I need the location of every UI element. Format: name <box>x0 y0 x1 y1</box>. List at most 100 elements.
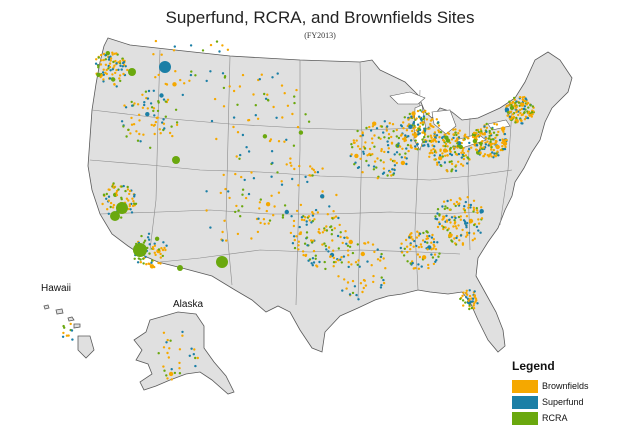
site-marker-rcra <box>237 209 240 212</box>
site-marker-superfund <box>505 107 508 111</box>
site-marker-brownfields <box>473 294 476 297</box>
site-marker-brownfields <box>205 209 208 212</box>
site-marker-superfund <box>479 231 482 234</box>
site-marker-superfund <box>162 118 165 121</box>
site-marker-brownfields <box>295 235 298 238</box>
site-marker-brownfields <box>102 78 105 81</box>
site-marker-brownfields <box>236 131 240 134</box>
site-marker-superfund <box>318 260 321 264</box>
site-marker-brownfields <box>465 291 468 295</box>
site-marker-rcra <box>517 101 521 105</box>
site-marker-superfund <box>375 127 379 130</box>
site-marker-brownfields <box>490 148 493 151</box>
site-marker-brownfields <box>465 215 469 218</box>
site-marker-brownfields <box>473 302 476 305</box>
site-marker-superfund <box>192 353 195 356</box>
legend-label-superfund: Superfund <box>542 397 584 407</box>
site-marker-brownfields <box>174 70 177 73</box>
site-marker-rcra <box>107 67 110 70</box>
site-marker-superfund <box>102 80 105 83</box>
site-marker-rcra <box>119 79 122 83</box>
site-marker-superfund <box>129 208 132 211</box>
site-marker-superfund <box>337 216 340 220</box>
site-marker-brownfields <box>157 73 160 77</box>
site-marker-rcra <box>467 157 470 160</box>
site-marker-rcra <box>254 104 257 107</box>
site-marker-rcra <box>241 193 244 196</box>
site-marker-brownfields <box>477 218 480 221</box>
site-marker-brownfields <box>395 161 398 165</box>
site-marker-brownfields <box>461 164 465 167</box>
site-marker-brownfields <box>260 73 263 76</box>
site-marker-rcra <box>177 265 183 271</box>
site-marker-brownfields <box>108 65 112 69</box>
site-marker-brownfields <box>452 225 455 228</box>
site-marker-brownfields <box>128 204 131 208</box>
site-marker-superfund <box>218 50 221 53</box>
site-marker-brownfields <box>414 131 417 135</box>
site-marker-brownfields <box>162 365 165 368</box>
site-marker-brownfields <box>431 233 434 237</box>
site-marker-brownfields <box>111 73 114 76</box>
site-marker-brownfields <box>301 250 305 253</box>
site-marker-brownfields <box>418 125 421 128</box>
site-marker-brownfields <box>367 241 370 244</box>
site-marker-superfund <box>122 184 125 188</box>
site-marker-rcra <box>530 111 534 114</box>
site-marker-brownfields <box>332 249 335 252</box>
site-marker-brownfields <box>123 104 126 107</box>
site-marker-superfund <box>143 103 146 107</box>
site-marker-brownfields <box>154 39 158 43</box>
site-marker-rcra <box>456 142 459 145</box>
site-marker-brownfields <box>102 68 105 71</box>
site-marker-superfund <box>446 199 449 203</box>
site-marker-brownfields <box>452 133 455 136</box>
site-marker-brownfields <box>183 82 186 85</box>
site-marker-rcra <box>104 58 108 61</box>
site-marker-superfund <box>417 115 421 118</box>
site-marker-brownfields <box>404 238 408 242</box>
site-marker-brownfields <box>362 286 365 290</box>
site-marker-rcra <box>462 154 465 158</box>
site-marker-superfund <box>107 212 111 215</box>
site-marker-brownfields <box>403 137 407 141</box>
site-marker-brownfields <box>99 63 103 66</box>
site-marker-brownfields <box>272 105 275 109</box>
site-marker-superfund <box>239 153 242 157</box>
site-marker-brownfields <box>409 144 412 147</box>
site-marker-superfund <box>120 68 123 71</box>
site-marker-brownfields <box>422 121 425 124</box>
site-marker-superfund <box>468 141 471 145</box>
site-marker-brownfields <box>327 246 331 249</box>
site-marker-brownfields <box>373 134 376 137</box>
site-marker-brownfields <box>135 130 138 133</box>
site-marker-brownfields <box>157 261 160 265</box>
legend-swatch-brownfields <box>512 379 538 393</box>
site-marker-brownfields <box>462 207 465 211</box>
site-marker-superfund <box>361 134 365 137</box>
site-marker-rcra <box>485 122 488 126</box>
site-marker-brownfields <box>506 114 509 117</box>
site-marker-rcra <box>495 134 498 137</box>
site-marker-rcra <box>120 198 123 201</box>
site-marker-brownfields <box>262 218 266 221</box>
site-marker-superfund <box>475 225 479 228</box>
site-marker-brownfields <box>462 157 466 161</box>
site-marker-rcra <box>268 219 272 222</box>
site-marker-superfund <box>379 255 383 258</box>
site-marker-brownfields <box>107 199 111 202</box>
site-marker-brownfields <box>178 367 181 370</box>
site-marker-brownfields <box>376 258 380 261</box>
site-marker-brownfields <box>518 96 522 99</box>
site-marker-superfund <box>383 120 386 123</box>
site-marker-brownfields <box>444 154 447 157</box>
site-marker-rcra <box>356 263 359 266</box>
site-marker-brownfields <box>345 236 348 239</box>
site-marker-brownfields <box>108 188 111 191</box>
site-marker-brownfields <box>382 257 385 260</box>
site-marker-rcra <box>324 244 327 248</box>
site-marker-brownfields <box>256 230 260 234</box>
site-marker-brownfields <box>172 82 177 87</box>
legend-item-brownfields: Brownfields <box>512 378 632 394</box>
site-marker-rcra <box>491 138 495 141</box>
